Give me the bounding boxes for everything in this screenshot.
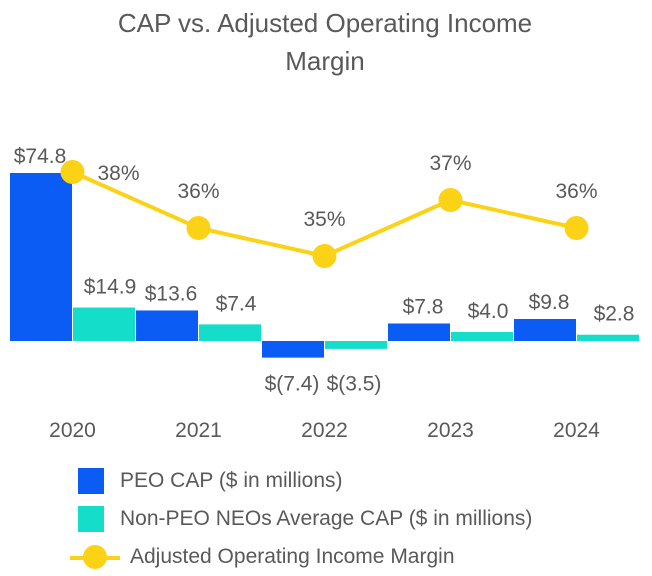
bar-layer: [10, 173, 639, 358]
legend-swatch-peo-cap: [78, 468, 104, 494]
legend-item-peo-cap: PEO CAP ($ in millions): [78, 462, 532, 500]
x-tick-2021: 2021: [175, 419, 222, 442]
bar-non-peo-cap-2021: [199, 324, 261, 341]
label-margin-2024: 36%: [555, 180, 597, 203]
label-non-peo-cap-2022: $(3.5): [327, 373, 382, 396]
label-peo-cap-2020: $74.8: [14, 145, 67, 168]
margin-point-2024: [564, 216, 589, 240]
legend-label-non-peo-cap: Non-PEO NEOs Average CAP ($ in millions): [120, 507, 533, 530]
label-layer: $74.8 $14.9 $13.6 $7.4 $(7.4) $(3.5) $7.8 $4.0 $…: [14, 145, 635, 396]
legend-swatch-non-peo-cap: [78, 506, 104, 532]
legend-item-non-peo-cap: Non-PEO NEOs Average CAP ($ in millions): [78, 500, 532, 538]
legend-label-margin: Adjusted Operating Income Margin: [130, 545, 455, 568]
label-peo-cap-2024: $9.8: [529, 291, 570, 314]
label-margin-2023: 37%: [429, 152, 471, 175]
label-non-peo-cap-2021: $7.4: [216, 292, 257, 315]
margin-point-2021: [186, 216, 211, 240]
label-margin-2021: 36%: [177, 180, 219, 203]
margin-point-2022: [312, 244, 337, 268]
chart-title-line-2: Margin: [285, 46, 364, 76]
legend-label-peo-cap: PEO CAP ($ in millions): [120, 469, 343, 492]
x-tick-2020: 2020: [49, 419, 96, 442]
legend-item-margin: Adjusted Operating Income Margin: [70, 538, 532, 576]
x-tick-2023: 2023: [427, 419, 474, 442]
label-peo-cap-2022: $(7.4): [265, 373, 320, 396]
x-tick-2022: 2022: [301, 419, 348, 442]
legend: PEO CAP ($ in millions) Non-PEO NEOs Ave…: [70, 462, 532, 576]
bar-non-peo-cap-2023: [451, 332, 513, 341]
label-peo-cap-2023: $7.8: [403, 295, 444, 318]
label-peo-cap-2021: $13.6: [145, 282, 198, 305]
bar-peo-cap-2021: [136, 310, 198, 341]
label-non-peo-cap-2020: $14.9: [84, 276, 137, 299]
label-non-peo-cap-2024: $2.8: [594, 303, 635, 326]
bar-non-peo-cap-2022: [325, 341, 387, 349]
bar-non-peo-cap-2020: [73, 307, 135, 341]
bar-peo-cap-2020: [10, 173, 72, 341]
legend-swatch-margin: [70, 544, 120, 570]
label-margin-2022: 35%: [303, 208, 345, 231]
line-layer: [60, 160, 589, 268]
margin-point-2023: [438, 188, 463, 212]
bar-peo-cap-2023: [388, 323, 450, 341]
label-margin-2020: 38%: [97, 162, 139, 185]
bar-non-peo-cap-2024: [577, 334, 639, 341]
margin-point-2020: [60, 160, 85, 184]
x-tick-2024: 2024: [553, 419, 600, 442]
bar-peo-cap-2022: [262, 341, 324, 358]
bar-peo-cap-2024: [514, 318, 576, 341]
label-non-peo-cap-2023: $4.0: [468, 300, 509, 323]
x-axis-ticks: 2020 2021 2022 2023 2024: [49, 419, 600, 442]
chart-title-line-1: CAP vs. Adjusted Operating Income: [118, 8, 532, 38]
